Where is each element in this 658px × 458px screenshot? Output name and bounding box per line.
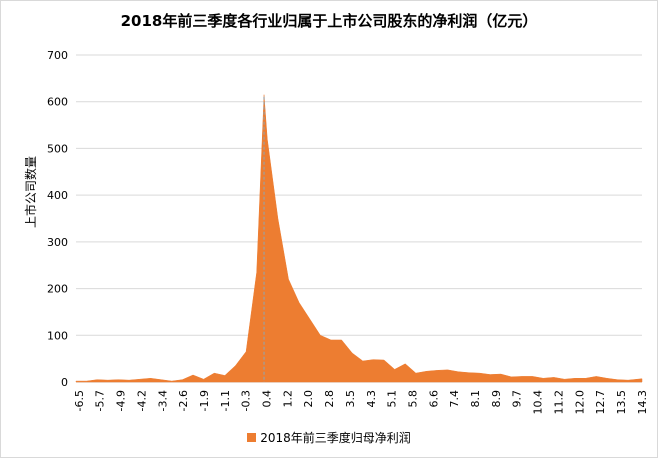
y-tick-label: 100 — [47, 329, 68, 342]
legend-swatch — [247, 433, 257, 442]
x-tick-label: 12.0 — [573, 390, 586, 415]
x-tick-label: 2.8 — [323, 390, 336, 408]
y-tick-label: 600 — [47, 96, 68, 109]
legend: 2018年前三季度归母净利润 — [0, 429, 658, 446]
x-tick-label: 3.5 — [344, 390, 357, 408]
x-tick-label: 8.1 — [469, 390, 482, 408]
x-tick-label: -1.1 — [219, 390, 232, 411]
x-tick-label: -1.9 — [198, 390, 211, 411]
y-tick-label: 400 — [47, 189, 68, 202]
x-tick-label: 13.5 — [615, 390, 628, 415]
x-tick-label: 8.9 — [490, 390, 503, 408]
x-tick-label: -2.6 — [177, 390, 190, 411]
y-tick-labels: 0 100 200 300 400 500 600 700 — [47, 49, 68, 389]
legend-label: 2018年前三季度归母净利润 — [260, 431, 411, 445]
x-tick-label: -5.7 — [94, 390, 107, 411]
x-tick-label: 7.4 — [448, 390, 461, 408]
area-series — [75, 94, 643, 383]
x-tick-label: -3.4 — [156, 390, 169, 411]
y-tick-label: 700 — [47, 49, 68, 62]
x-tick-label: -4.9 — [115, 390, 128, 411]
x-tick-label: 9.7 — [511, 390, 524, 408]
x-tick-labels: -6.5 -5.7 -4.9 -4.2 -3.4 -2.6 -1.9 -1.1 -0.3 0.4 1… — [73, 390, 649, 415]
x-tick-label: 4.3 — [365, 390, 378, 408]
series-layer — [75, 94, 643, 383]
chart-title: 2018年前三季度各行业归属于上市公司股东的净利润（亿元） — [120, 12, 538, 30]
x-tick-label: -6.5 — [73, 390, 86, 411]
y-tick-label: 200 — [47, 283, 68, 296]
x-tick-label: 1.2 — [281, 390, 294, 408]
x-tick-label: 0.4 — [261, 390, 274, 408]
x-tick-label: 11.2 — [552, 390, 565, 415]
x-tick-label: 2.0 — [302, 390, 315, 408]
x-tick-label: 6.6 — [427, 390, 440, 408]
x-tick-label: -0.3 — [240, 390, 253, 411]
x-tick-label: 12.7 — [594, 390, 607, 415]
gridlines — [76, 54, 642, 383]
x-tick-label: 10.4 — [532, 390, 545, 415]
y-tick-label: 300 — [47, 236, 68, 249]
y-tick-label: 500 — [47, 142, 68, 155]
x-tick-label: 5.8 — [406, 390, 419, 408]
x-tick-label: -4.2 — [135, 390, 148, 411]
x-tick-label: 14.3 — [636, 390, 649, 415]
x-tick-label: 5.1 — [386, 390, 399, 408]
y-tick-label: 0 — [61, 376, 68, 389]
